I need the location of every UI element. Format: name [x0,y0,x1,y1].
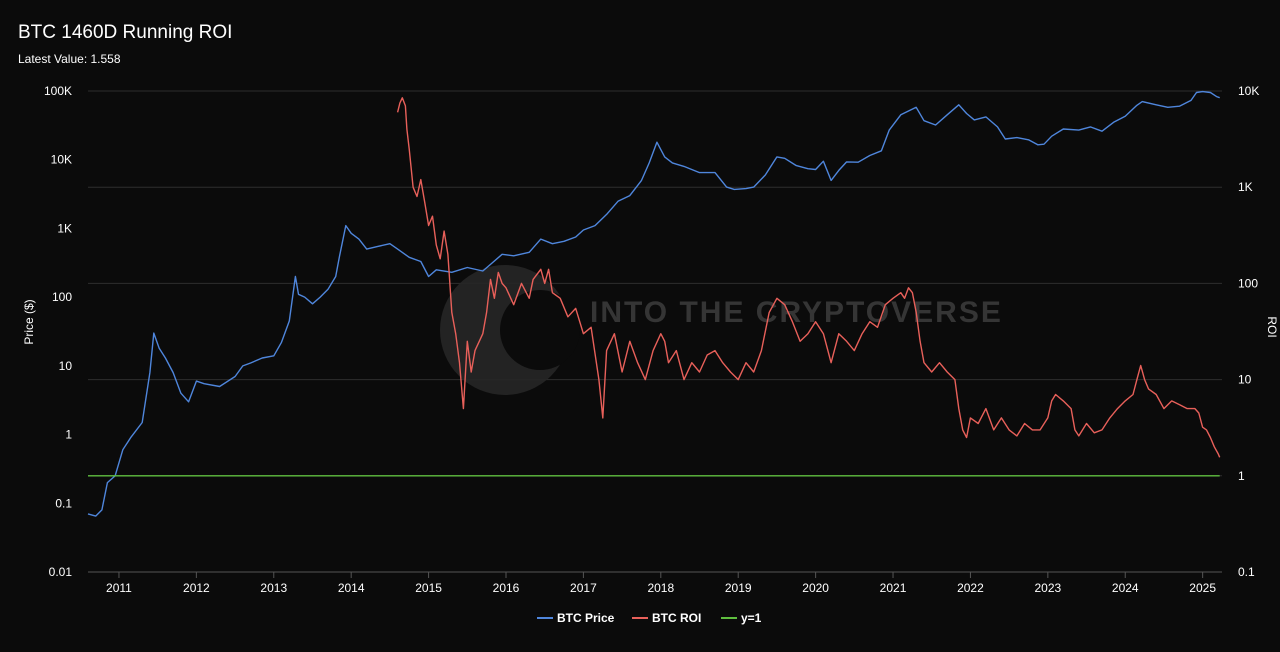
y-left-tick-label: 0.01 [49,565,73,579]
x-tick-label: 2011 [106,581,132,595]
y-left-tick-label: 10 [59,359,73,373]
watermark: INTO THE CRYPTOVERSE [440,265,1003,395]
y-left-tick-label: 0.1 [55,496,72,510]
y-right-tick-label: 0.1 [1238,565,1255,579]
x-tick-label: 2013 [260,581,287,595]
series-line-btc-roi [396,97,1221,458]
y-left-tick-label: 1K [57,221,72,235]
y-left-tick-label: 10K [51,153,72,167]
x-tick-label: 2025 [1189,581,1216,595]
y-left-tick-label: 1 [65,428,72,442]
x-tick-label: 2014 [338,581,365,595]
y-right-tick-label: 10 [1238,373,1252,387]
y-axis-right-ticks: 0.1 1 10 100 1K 10K [1238,84,1259,579]
chart-title: BTC 1460D Running ROI [18,22,233,43]
y-axis-left-title: Price ($) [22,299,36,344]
y-axis-left-ticks: 0.01 0.1 1 10 100 1K 10K 100K [44,84,72,579]
y-right-tick-label: 1 [1238,469,1245,483]
x-tick-label: 2015 [415,581,442,595]
x-tick-label: 2017 [570,581,597,595]
legend-label[interactable]: BTC Price [557,611,615,625]
y-right-tick-label: 1K [1238,180,1253,194]
x-tick-label: 2016 [493,581,520,595]
y-right-tick-label: 100 [1238,276,1258,290]
x-tick-label: 2022 [957,581,984,595]
x-tick-label: 2012 [183,581,210,595]
legend-label[interactable]: BTC ROI [652,611,701,625]
chart-subtitle: Latest Value: 1.558 [18,52,121,66]
series-layer [87,90,1221,517]
y-right-tick-label: 10K [1238,84,1259,98]
legend-label[interactable]: y=1 [741,611,762,625]
x-tick-label: 2023 [1034,581,1061,595]
x-axis-ticks: 2011 2012 2013 2014 2015 2016 2017 2018 2019 2020… [88,571,1222,595]
y-axis-right-title: ROI [1265,316,1279,337]
series-line-btc-price [87,90,1220,517]
y-left-tick-label: 100K [44,84,72,98]
x-tick-label: 2019 [725,581,752,595]
y-left-tick-label: 100 [52,290,72,304]
legend: BTC Price BTC ROI y=1 [537,611,762,625]
watermark-text: INTO THE CRYPTOVERSE [590,296,1003,329]
x-tick-label: 2024 [1112,581,1139,595]
x-tick-label: 2020 [802,581,829,595]
grid-lines [88,90,1222,573]
x-tick-label: 2021 [880,581,907,595]
watermark-logo-cutout [500,290,580,370]
x-tick-label: 2018 [647,581,674,595]
